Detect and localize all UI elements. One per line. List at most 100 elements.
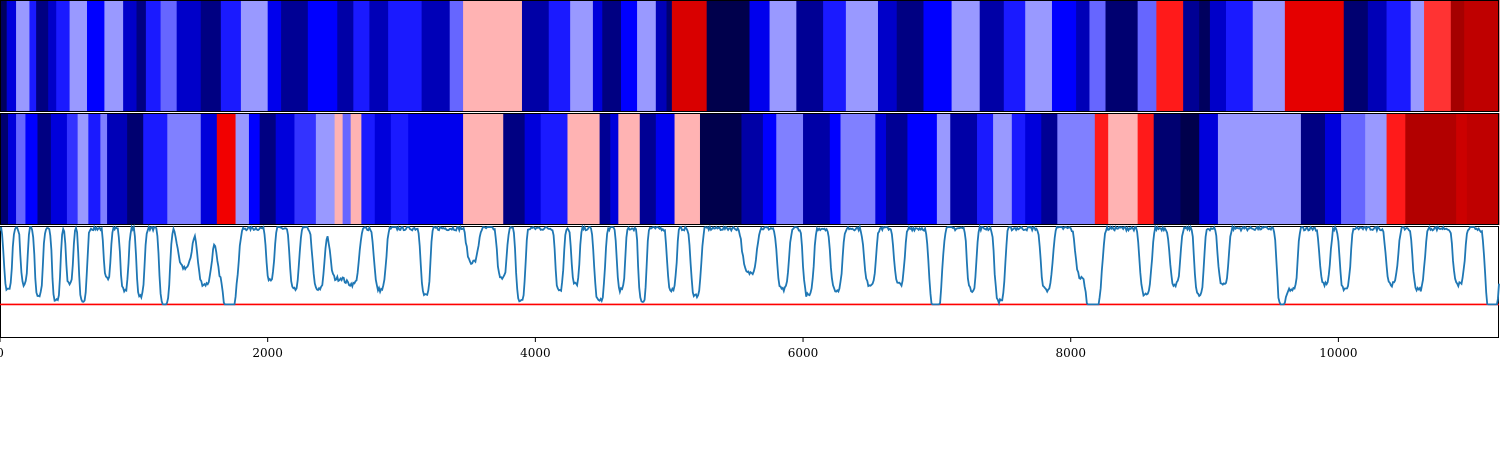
heatmap-cell: [1108, 113, 1139, 225]
heatmap-frame: [0, 0, 1499, 112]
heatmap-cell: [388, 0, 422, 112]
heatmap-cell: [1466, 113, 1500, 225]
heatmap-cell: [167, 113, 202, 225]
heatmap-cell: [1199, 0, 1211, 112]
heatmap-cell: [1405, 113, 1457, 225]
heatmap-cell: [1089, 0, 1106, 112]
x-tick-label: 4000: [520, 346, 551, 360]
x-tick-label: 6000: [788, 346, 819, 360]
x-tick-label: 0: [0, 346, 4, 360]
heatmap-cell: [408, 113, 464, 225]
heatmap-cell: [1156, 0, 1184, 112]
heatmap-cell: [1153, 113, 1181, 225]
heatmap-cell: [6, 0, 17, 112]
heatmap-cell: [1365, 113, 1387, 225]
heatmap-cell: [655, 113, 675, 225]
x-tick-label: 8000: [1055, 346, 1086, 360]
heatmap-cell: [350, 113, 362, 225]
heatmap-cell: [1003, 0, 1026, 112]
x-tick-label: 10000: [1319, 346, 1357, 360]
heatmap-cell: [950, 113, 978, 225]
heatmap-cell: [1300, 113, 1326, 225]
heatmap-cell: [1025, 113, 1042, 225]
heatmap-cell: [0, 113, 9, 225]
heatmap-cell: [1209, 0, 1227, 112]
heatmap-cell: [1057, 113, 1096, 225]
heatmap-cell: [829, 113, 841, 225]
heatmap-cell: [337, 0, 354, 112]
heatmap-cell: [803, 113, 831, 225]
heatmap-cell: [200, 0, 222, 112]
heatmap-cell: [176, 0, 202, 112]
heatmap-cell: [845, 0, 879, 112]
heatmap-cell: [29, 0, 37, 112]
line-plot-panel: [0, 223, 1500, 338]
heatmap-cell: [66, 113, 79, 225]
heatmap-cell: [951, 0, 981, 112]
heatmap-cell: [1410, 0, 1425, 112]
heatmap-cell: [100, 113, 108, 225]
heatmap-cell: [1386, 0, 1412, 112]
heatmap-cell: [823, 0, 847, 112]
heatmap-cell: [8, 113, 17, 225]
heatmap-cell: [875, 113, 887, 225]
heatmap-cell: [240, 0, 269, 112]
heatmap-cell: [421, 0, 451, 112]
heatmap-cell: [0, 0, 8, 112]
heatmap-cell: [220, 0, 242, 112]
heatmap-cell: [776, 113, 804, 225]
heatmap-cell: [267, 0, 282, 112]
heatmap-cell: [896, 0, 924, 112]
heatmap-cell: [524, 113, 542, 225]
heatmap-cell: [1137, 0, 1157, 112]
heatmap-cell: [602, 0, 622, 112]
heatmap-cell: [599, 113, 611, 225]
heatmap-cell: [48, 0, 57, 112]
heatmap-cell: [16, 113, 26, 225]
heatmap-cell: [281, 0, 309, 112]
heatmap-cell: [1199, 113, 1219, 225]
heatmap-cell: [749, 0, 770, 112]
heatmap-cell: [762, 113, 777, 225]
heatmap-cell: [907, 113, 938, 225]
x-tick-label: 2000: [252, 346, 283, 360]
heatmap-cell: [86, 0, 105, 112]
heatmap-cell: [741, 113, 764, 225]
heatmap-cell: [570, 0, 594, 112]
heatmap-cell: [621, 0, 638, 112]
heatmap-cell: [315, 113, 335, 225]
heatmap-cell: [706, 0, 750, 112]
heatmap-cell: [1051, 0, 1077, 112]
heatmap-cell: [50, 113, 68, 225]
heatmap-cell: [521, 0, 550, 112]
heatmap-cell: [877, 0, 898, 112]
heatmap-cell: [548, 0, 571, 112]
heatmap-cell: [307, 0, 338, 112]
heatmap-cell: [334, 113, 344, 225]
heatmap-cell: [1252, 0, 1286, 112]
heatmap-cell: [36, 0, 49, 112]
heatmap-cell: [104, 0, 124, 112]
heatmap-cell: [993, 113, 1013, 225]
heatmap-cell: [1284, 0, 1345, 112]
heatmap-cell: [342, 113, 352, 225]
heatmap-cell: [618, 113, 641, 225]
heatmap-cell: [216, 113, 236, 225]
heatmap-cell: [107, 113, 128, 225]
heatmap-strip-top: [0, 0, 1500, 112]
heatmap-cell: [639, 113, 657, 225]
heatmap-cell: [1105, 0, 1139, 112]
heatmap-cell: [1341, 113, 1366, 225]
heatmap-cell: [77, 113, 89, 225]
heatmap-frame: [0, 113, 1499, 225]
heatmap-cell: [1025, 0, 1053, 112]
heatmap-cell: [200, 113, 218, 225]
heatmap-cell: [294, 113, 317, 225]
heatmap-cell: [886, 113, 908, 225]
x-axis: 0 2000 4000 6000 8000 10000: [0, 338, 1357, 360]
heatmap-cell: [979, 0, 1005, 112]
heatmap-cell: [1424, 0, 1452, 112]
heatmap-cell: [540, 113, 568, 225]
heatmap-cell: [699, 113, 742, 225]
heatmap-cell: [671, 0, 708, 112]
